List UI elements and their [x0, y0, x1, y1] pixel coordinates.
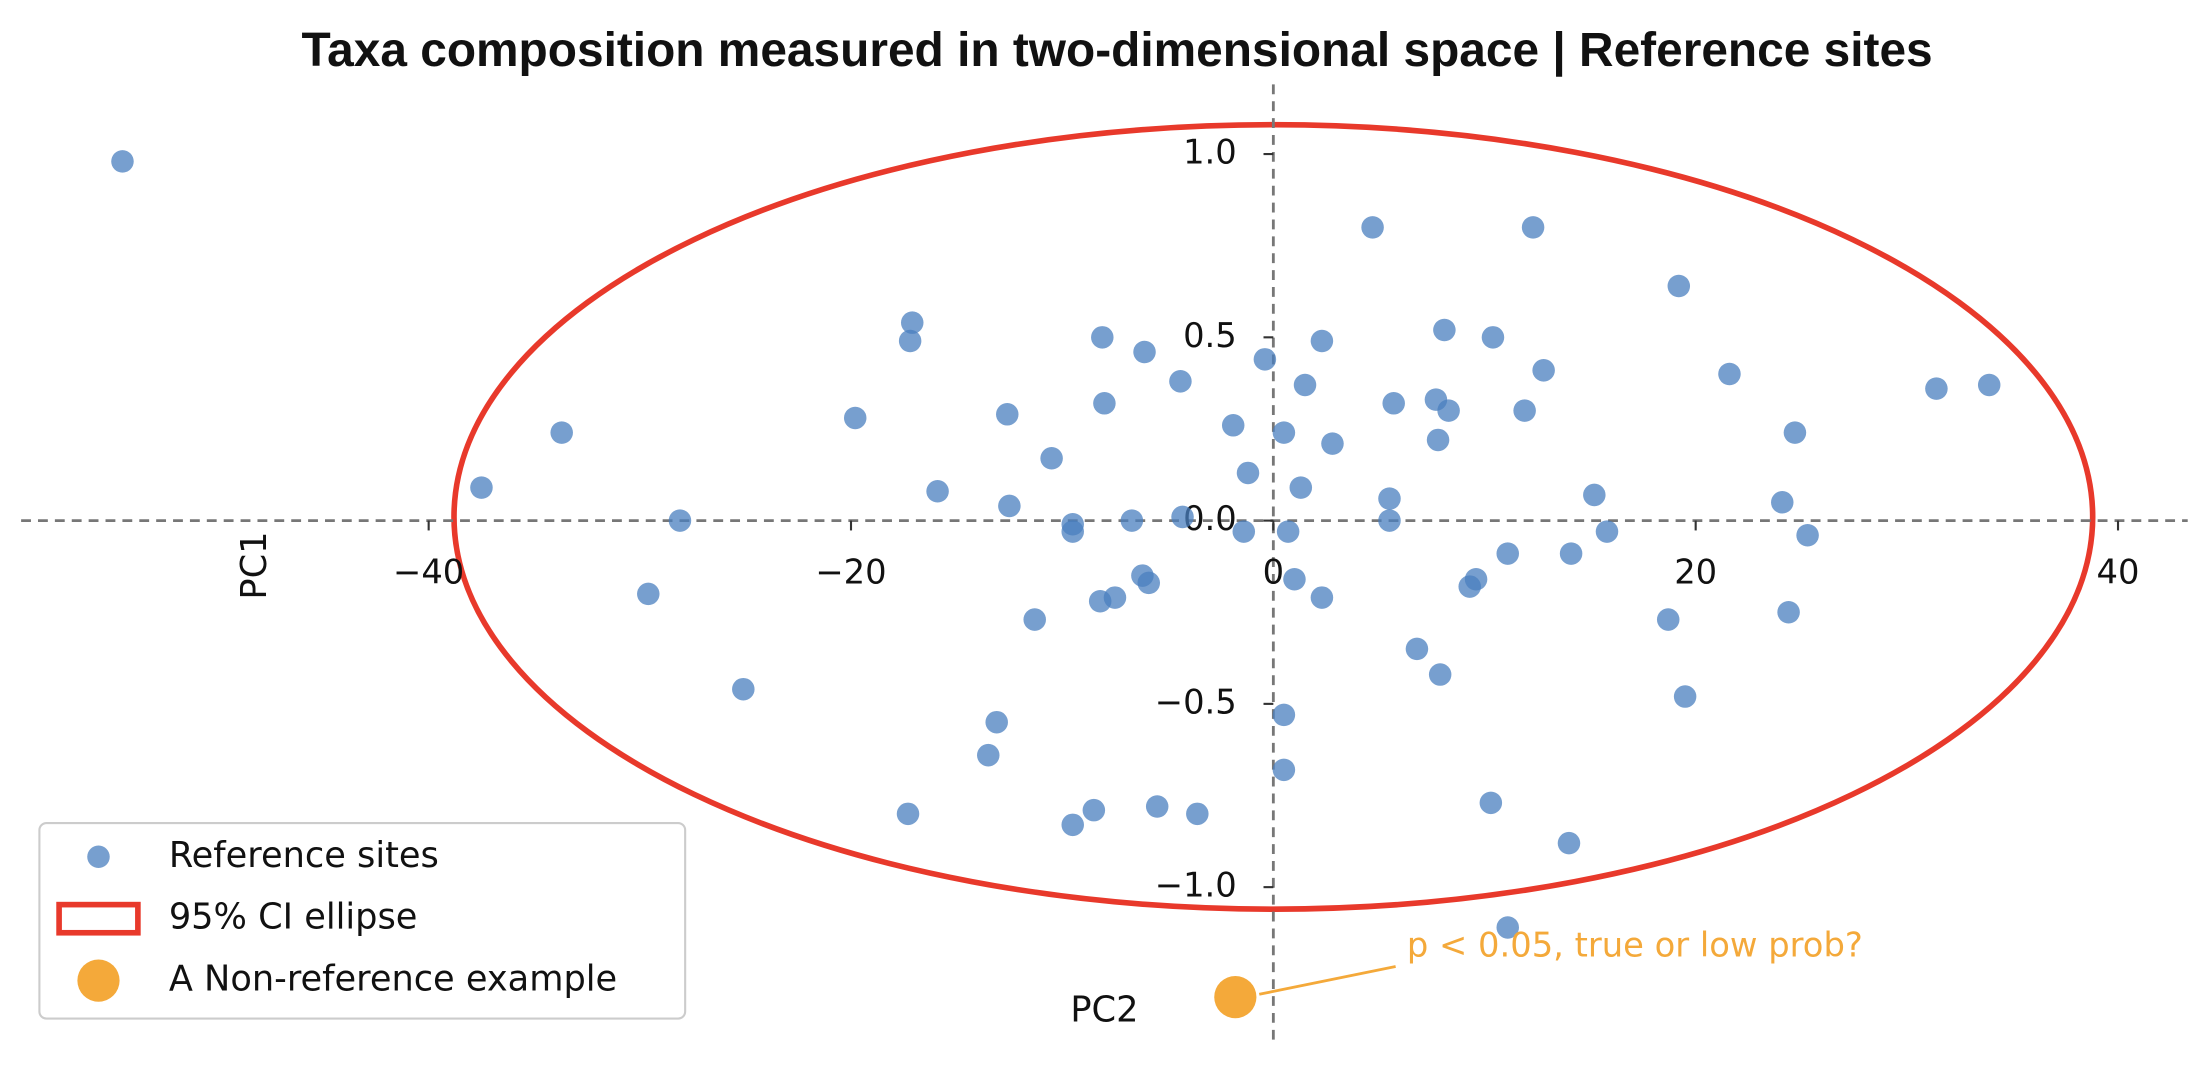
reference-point [1382, 392, 1405, 415]
legend-label: A Non-reference example [169, 959, 617, 1000]
reference-point [1559, 542, 1583, 565]
reference-point [996, 403, 1019, 426]
reference-point [1310, 329, 1334, 353]
legend-marker [56, 901, 141, 936]
reference-point [1236, 461, 1260, 485]
reference-point [1321, 432, 1344, 455]
reference-point [1082, 798, 1106, 822]
reference-point [977, 743, 1000, 767]
reference-point [1137, 571, 1161, 595]
reference-point [1481, 326, 1505, 349]
y-tick-label: 0.5 [1183, 316, 1237, 355]
reference-point [1673, 685, 1697, 708]
reference-point [1532, 359, 1555, 382]
reference-point [470, 476, 493, 499]
y-tick-label: −0.5 [1155, 682, 1237, 721]
reference-point [1583, 483, 1606, 507]
reference-point [1656, 608, 1680, 631]
reference-point [1496, 542, 1519, 565]
reference-point [1169, 370, 1192, 393]
reference-point [1232, 520, 1256, 543]
reference-point [1426, 428, 1450, 452]
x-tick-label: −40 [393, 553, 464, 592]
reference-point [550, 421, 573, 444]
x-tick-label: 40 [2097, 553, 2140, 592]
reference-point [111, 150, 134, 173]
annotation: p < 0.05, true or low prob? [1407, 925, 1863, 964]
reference-point [1040, 447, 1063, 470]
reference-point [898, 329, 922, 353]
reference-point [1093, 392, 1116, 415]
reference-point [1557, 831, 1581, 855]
reference-point [1783, 421, 1807, 444]
reference-point [1145, 795, 1169, 818]
reference-point [1120, 509, 1144, 532]
reference-point [896, 802, 920, 826]
reference-point [1428, 663, 1452, 686]
reference-point [843, 406, 867, 430]
reference-point [1023, 608, 1046, 631]
legend-marker [77, 959, 120, 1002]
reference-point [1091, 326, 1114, 349]
reference-point [732, 677, 755, 701]
x-tick-label: −20 [815, 553, 886, 592]
reference-point [1479, 791, 1503, 815]
reference-point [1061, 813, 1084, 837]
y-axis-label: PC2 [1070, 990, 1138, 1031]
reference-point [1718, 362, 1741, 386]
reference-point [1088, 589, 1112, 613]
reference-point [1171, 505, 1194, 529]
reference-point [1437, 399, 1460, 422]
reference-point [1513, 399, 1536, 422]
reference-point [1186, 802, 1209, 826]
reference-point [1977, 373, 2001, 397]
reference-point [1496, 916, 1519, 939]
reference-point [1272, 421, 1296, 444]
x-tick-label: 20 [1674, 553, 1717, 592]
reference-point [1405, 637, 1429, 661]
reference-point [1253, 348, 1277, 371]
reference-point [1289, 476, 1313, 499]
reference-point [985, 710, 1008, 734]
reference-point [1433, 318, 1456, 342]
reference-point [1272, 703, 1296, 727]
reference-point [1378, 509, 1401, 532]
reference-point [637, 582, 660, 606]
reference-point [900, 311, 924, 334]
reference-point [1276, 520, 1300, 543]
reference-point [1667, 274, 1691, 298]
reference-point [1061, 520, 1084, 543]
annotation-arrow [1258, 965, 1396, 996]
legend-marker [87, 845, 110, 869]
reference-point [1378, 487, 1401, 510]
reference-point [1283, 567, 1306, 591]
reference-point [1272, 758, 1296, 782]
x-axis-label: PC1 [234, 532, 275, 600]
reference-point [1777, 600, 1800, 624]
legend: Reference sites 95% CI ellipse A Non-refer… [38, 821, 687, 1020]
reference-point [1521, 216, 1545, 239]
y-tick-label: 1.0 [1183, 133, 1237, 172]
y-tick-label: −1.0 [1155, 866, 1237, 905]
example-point [1214, 976, 1257, 1019]
reference-point [1133, 340, 1156, 364]
reference-point [998, 494, 1021, 518]
reference-point [1925, 377, 1948, 400]
legend-label: Reference sites [169, 835, 439, 876]
reference-point [1361, 216, 1384, 239]
chart-title: Taxa composition measured in two-dimensi… [301, 24, 1932, 77]
reference-point [1458, 575, 1481, 598]
reference-point [1595, 520, 1619, 543]
reference-point [1221, 414, 1245, 437]
reference-point [926, 480, 949, 503]
reference-point [1293, 373, 1317, 397]
reference-point [1771, 491, 1794, 514]
x-tick-label: 0 [1263, 553, 1284, 592]
legend-box [38, 821, 687, 1020]
reference-point [668, 509, 692, 532]
legend-label: 95% CI ellipse [169, 897, 418, 938]
reference-point [1796, 524, 1819, 547]
reference-point [1310, 586, 1334, 609]
